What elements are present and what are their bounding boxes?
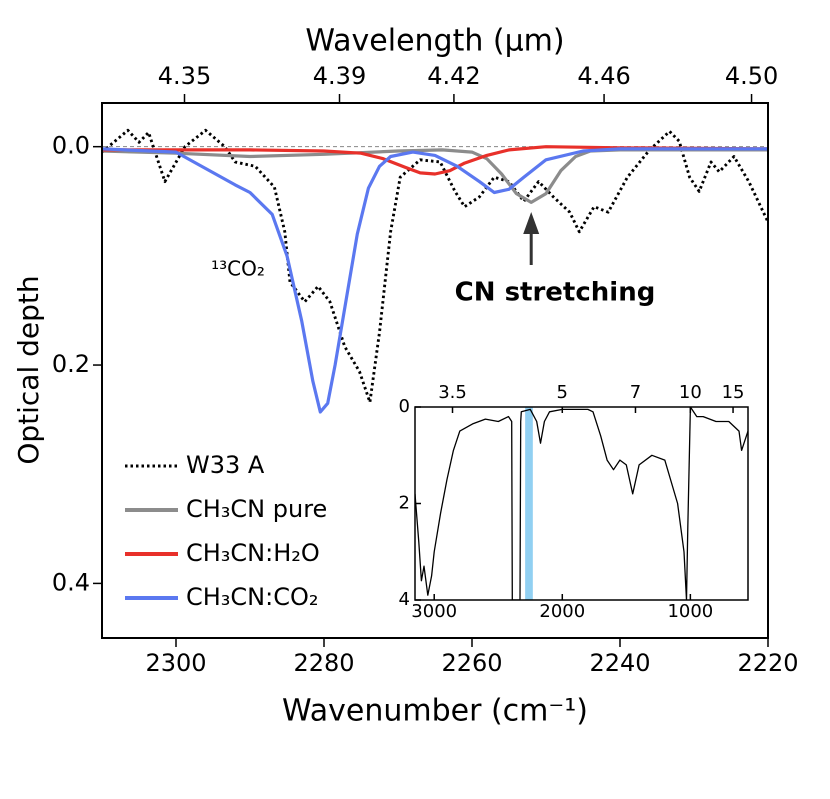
arrow-head <box>523 212 540 234</box>
y-tick-label: 0.4 <box>52 568 90 596</box>
y-tick-label: 4 <box>399 589 410 610</box>
x2-tick-label: 15 <box>722 382 745 403</box>
x-tick-label: 2220 <box>737 649 798 677</box>
x2-tick-label: 4.35 <box>158 62 211 90</box>
x-axis-title: Wavenumber (cm⁻¹) <box>282 694 588 729</box>
y-axis-title: Optical depth <box>12 275 45 464</box>
x-tick-label: 1000 <box>667 601 713 622</box>
series-line <box>102 147 768 414</box>
x2-tick-label: 4.39 <box>313 62 366 90</box>
y-tick-label: 0.2 <box>52 350 90 378</box>
plot-layer <box>415 407 748 600</box>
x-tick-label: 2000 <box>539 601 585 622</box>
x-tick-label: 2300 <box>145 649 206 677</box>
x2-axis-title: Wavelength (µm) <box>305 24 564 59</box>
legend-label: W33 A <box>186 451 265 479</box>
x2-tick-label: 4.42 <box>427 62 480 90</box>
x2-tick-label: 7 <box>630 382 641 403</box>
legend-label: CH₃CN:CO₂ <box>186 583 319 611</box>
x-tick-label: 2280 <box>293 649 354 677</box>
series-line <box>415 407 748 600</box>
x-tick-label: 2260 <box>441 649 502 677</box>
highlight-band <box>525 407 533 600</box>
x-tick-label: 2240 <box>589 649 650 677</box>
plot-layer <box>102 128 768 414</box>
plot-area <box>415 407 748 600</box>
x2-tick-label: 3.5 <box>438 382 467 403</box>
y-tick-label: 0 <box>399 396 410 417</box>
plot-frame <box>101 102 769 639</box>
x2-tick-label: 10 <box>679 382 702 403</box>
series-line <box>102 145 768 176</box>
legend-label: CH₃CN:H₂O <box>186 539 320 567</box>
annotation: ¹³CO₂ <box>211 257 265 281</box>
x2-tick-label: 5 <box>557 382 568 403</box>
x2-tick-label: 4.46 <box>577 62 630 90</box>
legend-label: CH₃CN pure <box>186 495 327 523</box>
x-tick-label: 3000 <box>411 601 457 622</box>
annotation: CN stretching <box>455 278 656 308</box>
x2-tick-label: 4.50 <box>725 62 778 90</box>
y-tick-label: 2 <box>399 493 410 514</box>
y-tick-label: 0.0 <box>52 132 90 160</box>
